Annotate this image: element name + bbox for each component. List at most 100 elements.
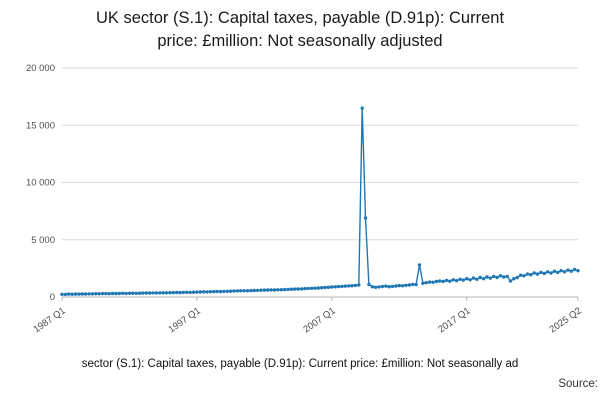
data-point	[114, 291, 118, 296]
data-point	[191, 290, 196, 294]
data-point	[451, 278, 455, 282]
data-point	[343, 284, 347, 288]
data-point	[134, 291, 138, 295]
data-point	[259, 288, 263, 292]
data-point	[232, 289, 236, 293]
data-point	[488, 276, 492, 280]
data-point	[296, 287, 300, 291]
x-axis-tick-label: 1987 Q1	[32, 305, 68, 335]
data-point	[347, 284, 351, 288]
data-point	[569, 269, 573, 273]
data-point	[397, 283, 401, 288]
data-point	[330, 285, 334, 289]
data-point	[417, 263, 422, 267]
x-axis-tick-label: 2007 Q1	[301, 305, 337, 335]
data-point	[293, 287, 297, 291]
data-point	[218, 289, 223, 294]
data-point	[178, 290, 182, 295]
data-point	[127, 291, 132, 295]
data-point	[97, 292, 101, 296]
data-point	[272, 288, 277, 292]
data-point	[522, 274, 526, 278]
data-point	[245, 289, 250, 293]
data-point	[363, 216, 368, 220]
data-point	[131, 291, 135, 295]
data-point	[458, 277, 462, 281]
y-axis-tick-label: 5 000	[31, 235, 55, 246]
line-chart: 0 5 000 10 000 15 000 20 000 1987 Q1 1997 Q1 20…	[26, 63, 584, 335]
data-point	[505, 274, 509, 279]
data-point	[77, 292, 81, 296]
data-point	[87, 292, 91, 296]
data-point	[508, 279, 513, 283]
legend-label: sector (S.1): Capital taxes, payable (D.…	[81, 358, 519, 370]
data-point	[333, 285, 337, 289]
data-point	[427, 280, 432, 284]
data-point	[188, 290, 192, 295]
data-point	[107, 292, 111, 296]
data-point	[519, 273, 523, 277]
data-point	[225, 289, 229, 293]
data-point	[515, 275, 519, 280]
data-point	[532, 271, 536, 275]
data-point	[478, 275, 482, 280]
data-point	[576, 269, 580, 273]
data-point	[73, 292, 78, 296]
data-point	[411, 282, 415, 287]
data-point	[370, 285, 374, 289]
data-point	[104, 291, 108, 296]
data-point	[83, 292, 88, 296]
data-point	[309, 286, 314, 290]
data-point	[566, 268, 570, 272]
data-point	[252, 288, 256, 293]
data-point	[168, 291, 172, 295]
data-point	[164, 291, 169, 295]
data-point	[448, 279, 452, 283]
data-point	[286, 287, 290, 292]
data-point	[434, 279, 439, 284]
data-point	[94, 292, 98, 296]
data-point	[475, 277, 479, 281]
data-point	[421, 281, 425, 285]
data-point	[424, 281, 428, 285]
data-point	[454, 279, 459, 283]
data-point	[181, 290, 186, 295]
data-point	[340, 284, 344, 289]
data-point	[377, 285, 381, 289]
data-point	[124, 291, 128, 296]
data-point	[121, 291, 125, 295]
x-axis-tick-label: 2017 Q1	[436, 305, 472, 335]
data-point	[198, 290, 202, 294]
data-point	[137, 291, 142, 295]
data-point	[239, 289, 243, 293]
data-point	[431, 280, 435, 284]
chart-title-line1: UK sector (S.1): Capital taxes, payable …	[95, 9, 505, 27]
data-point	[556, 270, 560, 275]
data-point	[495, 275, 499, 280]
data-point	[441, 279, 445, 284]
data-point	[299, 287, 304, 291]
data-point	[282, 287, 287, 292]
data-point	[559, 269, 563, 273]
data-point	[400, 284, 405, 288]
data-point	[384, 284, 388, 288]
data-point	[185, 290, 189, 294]
data-point	[279, 288, 283, 292]
data-point	[212, 289, 216, 294]
data-point	[492, 274, 496, 279]
data-point	[323, 285, 327, 290]
data-point	[201, 290, 206, 294]
data-point	[481, 277, 486, 281]
data-point	[353, 283, 358, 288]
data-point	[502, 275, 506, 279]
data-point	[144, 291, 148, 295]
data-point	[195, 290, 199, 294]
data-point	[255, 288, 260, 293]
data-point	[394, 284, 398, 288]
data-point	[525, 272, 530, 276]
data-point	[539, 270, 543, 275]
data-point	[141, 291, 145, 295]
data-point	[306, 286, 310, 291]
chart-title: UK sector (S.1): Capital taxes, payable …	[0, 7, 600, 53]
y-axis-tick-label: 10 000	[26, 178, 55, 189]
